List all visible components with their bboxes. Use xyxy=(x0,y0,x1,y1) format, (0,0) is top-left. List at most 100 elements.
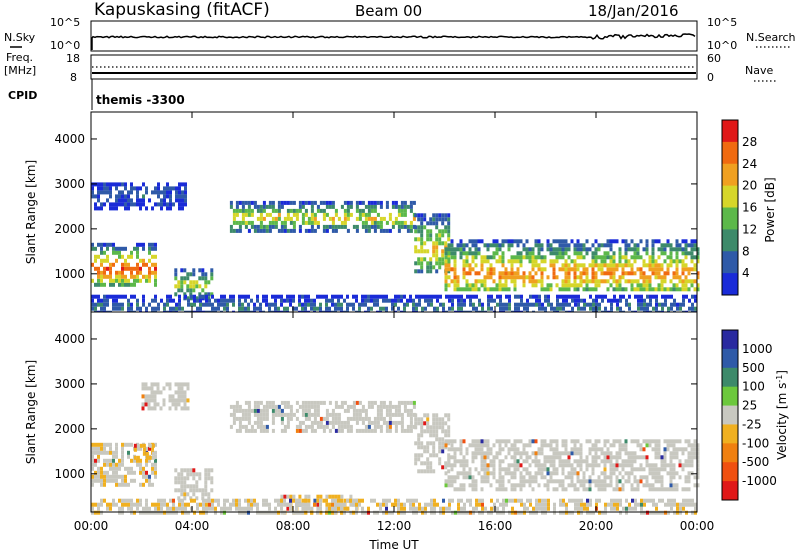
scatter-cell xyxy=(438,237,442,242)
scatter-cell xyxy=(621,447,625,452)
scatter-cell xyxy=(238,228,242,233)
scatter-cell xyxy=(537,255,541,260)
scatter-cell xyxy=(238,420,242,425)
scatter-cell xyxy=(183,268,187,273)
scatter-cell xyxy=(651,463,655,468)
scatter-cell xyxy=(453,247,457,252)
scatter-cell xyxy=(370,428,374,433)
scatter-cell xyxy=(115,502,118,507)
scatter-cell xyxy=(310,208,314,213)
scatter-cell xyxy=(462,251,466,256)
scatter-cell xyxy=(660,275,664,280)
scatter-cell xyxy=(94,258,97,263)
scatter-cell xyxy=(628,294,631,299)
scatter-cell xyxy=(543,455,547,460)
scatter-cell xyxy=(627,259,631,264)
scatter-cell xyxy=(586,302,589,307)
scatter-cell xyxy=(204,472,208,477)
scatter-cell xyxy=(106,246,109,251)
scatter-cell xyxy=(328,306,331,311)
scatter-cell xyxy=(391,404,395,409)
scatter-cell xyxy=(241,220,245,225)
scatter-cell xyxy=(678,447,682,452)
scatter-cell xyxy=(420,217,424,222)
scatter-cell xyxy=(148,510,151,515)
scatter-cell xyxy=(310,412,314,417)
scatter-cell xyxy=(316,424,320,429)
scatter-cell xyxy=(667,510,670,515)
scatter-cell xyxy=(171,394,175,399)
scatter-cell xyxy=(94,442,97,447)
scatter-cell xyxy=(519,259,523,264)
scatter-cell xyxy=(693,455,697,460)
scatter-cell xyxy=(382,416,386,421)
scatter-cell xyxy=(583,302,586,307)
scatter-cell xyxy=(183,394,187,399)
scatter-cell xyxy=(463,510,466,515)
scatter-cell xyxy=(678,475,682,480)
scatter-cell xyxy=(235,400,239,405)
scatter-cell xyxy=(630,463,634,468)
scatter-cell xyxy=(94,462,97,467)
scatter-cell xyxy=(364,416,368,421)
scatter-cell xyxy=(547,498,550,503)
scatter-cell xyxy=(532,510,535,515)
scatter-cell xyxy=(480,255,484,260)
scatter-cell xyxy=(136,194,139,199)
scatter-cell xyxy=(450,251,454,256)
scatter-cell xyxy=(414,441,418,446)
scatter-cell xyxy=(361,498,364,503)
scatter-cell xyxy=(565,506,568,511)
scatter-cell xyxy=(277,208,281,213)
scatter-cell xyxy=(325,502,329,507)
scatter-cell xyxy=(304,502,307,507)
scatter-cell xyxy=(552,467,556,472)
scatter-cell xyxy=(157,510,160,515)
scatter-cell xyxy=(355,416,359,421)
scatter-cell xyxy=(514,302,517,307)
scatter-cell xyxy=(504,471,508,476)
scatter-cell xyxy=(187,502,190,507)
scatter-cell xyxy=(100,302,103,307)
scatter-cell xyxy=(352,502,355,507)
scatter-cell xyxy=(423,469,427,474)
scatter-cell xyxy=(489,483,493,488)
scatter-cell xyxy=(189,292,193,297)
scatter-cell xyxy=(531,487,535,492)
scatter-cell xyxy=(687,451,691,456)
scatter-cell xyxy=(150,394,154,399)
scatter-cell xyxy=(681,283,685,288)
scatter-cell xyxy=(558,239,562,244)
scatter-cell xyxy=(211,498,214,503)
scatter-cell xyxy=(157,202,160,207)
scatter-cell xyxy=(504,239,508,244)
scatter-cell xyxy=(226,306,229,311)
scatter-cell xyxy=(550,302,553,307)
scatter-cell xyxy=(612,263,616,268)
scatter-cell xyxy=(660,487,664,492)
scatter-cell xyxy=(286,228,290,233)
scatter-cell xyxy=(615,263,619,268)
scatter-cell xyxy=(337,502,340,507)
scatter-cell xyxy=(313,404,317,409)
scatter-cell xyxy=(585,467,589,472)
scatter-cell xyxy=(486,287,490,292)
scatter-cell xyxy=(663,247,667,252)
scatter-cell xyxy=(570,479,574,484)
scatter-cell xyxy=(534,451,538,456)
colorbar-tick-label: 100 xyxy=(742,380,765,394)
scatter-cell xyxy=(441,449,445,454)
scatter-cell xyxy=(540,271,544,276)
scatter-cell xyxy=(693,255,697,260)
scatter-cell xyxy=(124,266,127,271)
scatter-cell xyxy=(622,294,625,299)
scatter-cell xyxy=(180,390,184,395)
scatter-cell xyxy=(247,502,250,507)
scatter-cell xyxy=(169,298,172,303)
scatter-cell xyxy=(418,502,421,507)
scatter-cell xyxy=(549,287,553,292)
scatter-cell xyxy=(460,510,463,515)
scatter-cell xyxy=(141,406,145,411)
scatter-cell xyxy=(673,302,676,307)
